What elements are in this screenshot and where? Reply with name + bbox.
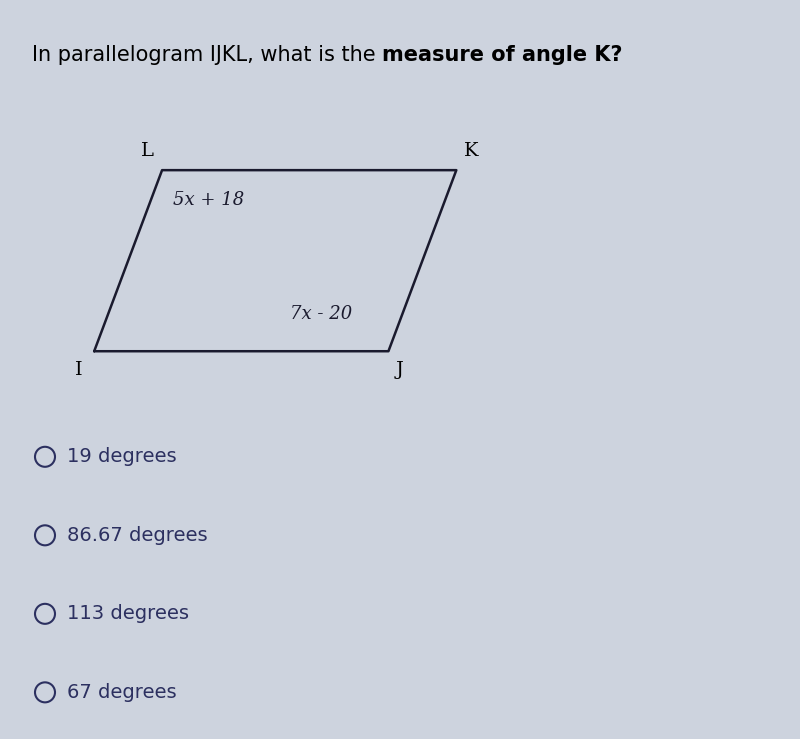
Text: 5x + 18: 5x + 18 bbox=[174, 191, 245, 209]
Text: J: J bbox=[396, 361, 404, 379]
Text: 86.67 degrees: 86.67 degrees bbox=[67, 526, 208, 545]
Text: K: K bbox=[464, 143, 478, 160]
Text: 113 degrees: 113 degrees bbox=[67, 605, 189, 623]
Text: L: L bbox=[141, 143, 154, 160]
Text: measure of angle K?: measure of angle K? bbox=[382, 45, 622, 66]
Text: I: I bbox=[75, 361, 83, 379]
Text: 19 degrees: 19 degrees bbox=[67, 447, 177, 466]
Text: 7x - 20: 7x - 20 bbox=[290, 304, 353, 322]
Text: 67 degrees: 67 degrees bbox=[67, 683, 177, 702]
Text: In parallelogram IJKL, what is the: In parallelogram IJKL, what is the bbox=[32, 45, 382, 66]
